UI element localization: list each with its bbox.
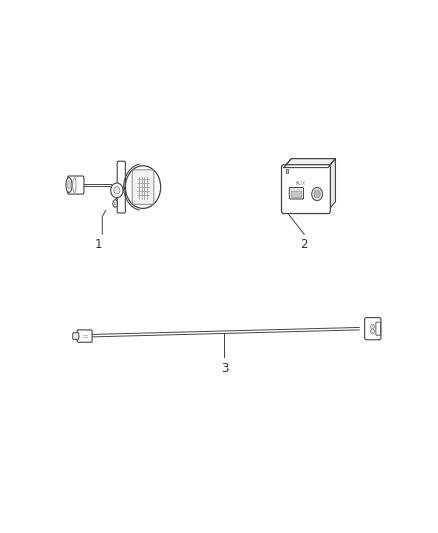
Bar: [286, 169, 288, 173]
Circle shape: [371, 329, 374, 334]
Circle shape: [125, 166, 161, 208]
FancyBboxPatch shape: [290, 188, 304, 199]
FancyBboxPatch shape: [376, 322, 381, 335]
Bar: [291, 191, 301, 197]
Ellipse shape: [114, 202, 116, 205]
FancyBboxPatch shape: [132, 170, 154, 204]
FancyBboxPatch shape: [282, 165, 330, 214]
Circle shape: [314, 190, 320, 198]
Circle shape: [312, 188, 322, 200]
Ellipse shape: [66, 177, 72, 192]
FancyBboxPatch shape: [117, 161, 125, 213]
Circle shape: [111, 183, 123, 198]
Ellipse shape: [113, 200, 117, 207]
FancyBboxPatch shape: [67, 176, 84, 194]
Polygon shape: [328, 158, 336, 211]
Text: 3: 3: [221, 361, 228, 375]
Text: 2: 2: [300, 238, 308, 252]
Polygon shape: [284, 158, 336, 167]
FancyBboxPatch shape: [77, 330, 92, 342]
Ellipse shape: [67, 181, 71, 189]
FancyBboxPatch shape: [365, 318, 381, 340]
Text: ⚡: ⚡: [294, 181, 299, 186]
Text: 1: 1: [95, 238, 102, 252]
FancyBboxPatch shape: [73, 333, 79, 340]
Circle shape: [114, 187, 120, 194]
Ellipse shape: [73, 177, 76, 192]
Circle shape: [371, 324, 374, 329]
Text: AUX: AUX: [297, 181, 307, 186]
